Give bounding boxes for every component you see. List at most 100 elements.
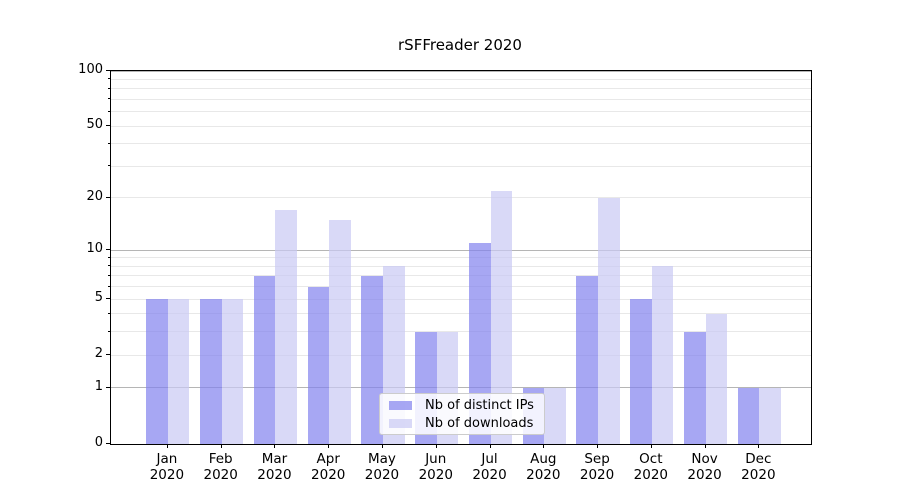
x-tick-label-jun: Jun 2020 [418, 451, 453, 483]
y-tick [106, 443, 110, 444]
bar-downloads-oct [651, 266, 674, 444]
y-gridline-minor [111, 313, 811, 315]
bar-distinct-ips-apr [307, 286, 330, 444]
bar-downloads-jan [167, 299, 190, 444]
y-tick [106, 70, 110, 71]
y-tick [106, 125, 110, 127]
y-tick-label: 20 [86, 188, 103, 204]
legend-item-downloads: Nb of downloads [389, 416, 535, 431]
x-tick-label-jan: Jan 2020 [149, 451, 185, 483]
x-tick [650, 444, 652, 448]
y-gridline-major [111, 249, 811, 251]
bar-downloads-aug [544, 387, 566, 444]
y-tick-label: 5 [94, 290, 103, 306]
y-minor-tick [108, 87, 110, 89]
legend-swatch-downloads [389, 418, 412, 428]
y-gridline-minor [111, 286, 811, 288]
y-minor-tick [108, 110, 110, 112]
y-tick-label: 10 [86, 241, 103, 257]
bar-downloads-dec [759, 387, 781, 444]
legend-label-distinct-ips: Nb of distinct IPs [425, 397, 534, 413]
y-tick-label: 50 [86, 117, 103, 133]
x-tick [274, 444, 276, 448]
y-tick-label: 1 [94, 378, 103, 394]
bar-distinct-ips-dec [737, 387, 760, 444]
bar-downloads-mar [275, 210, 298, 444]
bar-downloads-nov [705, 313, 728, 444]
y-gridline-major [111, 70, 811, 72]
x-tick-label-may: May 2020 [364, 451, 400, 483]
x-tick-label-apr: Apr 2020 [311, 451, 346, 483]
y-gridline-minor [111, 298, 811, 300]
y-minor-tick [108, 142, 110, 144]
y-gridline-minor [111, 111, 811, 113]
y-gridline-major [111, 387, 811, 389]
x-tick [381, 444, 383, 448]
bar-distinct-ips-sep [576, 275, 599, 444]
x-tick [597, 444, 599, 448]
y-gridline-minor [111, 265, 811, 267]
y-minor-tick [108, 78, 110, 80]
x-tick [435, 444, 437, 448]
y-gridline-minor [111, 257, 811, 259]
x-tick [543, 444, 545, 448]
x-tick-label-mar: Mar 2020 [257, 451, 292, 483]
y-gridline-minor [111, 354, 811, 356]
y-minor-tick [108, 98, 110, 100]
y-gridline-minor [111, 98, 811, 100]
legend-swatch-distinct-ips [389, 400, 412, 410]
x-tick [489, 444, 491, 448]
x-tick [328, 444, 330, 448]
bar-distinct-ips-jan [146, 299, 168, 444]
bar-downloads-feb [221, 299, 244, 444]
y-minor-tick [108, 312, 110, 314]
bar-distinct-ips-oct [630, 299, 652, 444]
x-tick-label-aug: Aug 2020 [526, 451, 561, 483]
x-tick [704, 444, 706, 448]
y-minor-tick [108, 165, 110, 167]
y-tick [106, 386, 110, 388]
y-gridline-minor [111, 88, 811, 90]
bar-distinct-ips-mar [253, 275, 276, 444]
y-gridline-minor [111, 165, 811, 167]
y-minor-tick [108, 256, 110, 258]
bar-downloads-sep [598, 197, 620, 444]
y-tick [106, 354, 110, 356]
y-minor-tick [108, 265, 110, 267]
y-gridline-minor [111, 143, 811, 145]
y-tick-label: 2 [94, 346, 103, 362]
bar-distinct-ips-may [361, 275, 383, 444]
plot-area [110, 70, 812, 445]
x-tick-label-dec: Dec 2020 [741, 451, 776, 483]
y-minor-tick [108, 285, 110, 287]
y-tick [106, 298, 110, 300]
x-tick-label-oct: Oct 2020 [633, 451, 669, 483]
y-tick-label: 100 [78, 62, 103, 77]
y-gridline-minor [111, 275, 811, 277]
x-tick [166, 444, 168, 448]
y-tick [106, 196, 110, 198]
bar-downloads-apr [329, 219, 351, 444]
y-tick-label: 0 [94, 435, 103, 450]
x-tick-label-jul: Jul 2020 [472, 451, 507, 483]
x-tick [220, 444, 222, 448]
legend: Nb of distinct IPs Nb of downloads [379, 393, 545, 435]
y-minor-tick [108, 274, 110, 276]
x-tick-label-nov: Nov 2020 [687, 451, 722, 483]
y-tick [106, 249, 110, 251]
legend-item-distinct-ips: Nb of distinct IPs [389, 398, 535, 413]
y-minor-tick [108, 330, 110, 332]
legend-label-downloads: Nb of downloads [425, 415, 534, 431]
bar-distinct-ips-nov [684, 331, 706, 444]
x-tick-label-feb: Feb 2020 [203, 451, 238, 483]
x-tick-label-sep: Sep 2020 [579, 451, 615, 483]
x-tick [758, 444, 760, 448]
bar-downloads-jul [490, 190, 513, 444]
y-gridline-minor [111, 78, 811, 80]
chart-title: rSFFreader 2020 [398, 36, 522, 54]
bar-distinct-ips-feb [200, 299, 222, 444]
y-gridline-minor [111, 331, 811, 333]
y-gridline-minor [111, 125, 811, 127]
y-gridline-minor [111, 197, 811, 199]
